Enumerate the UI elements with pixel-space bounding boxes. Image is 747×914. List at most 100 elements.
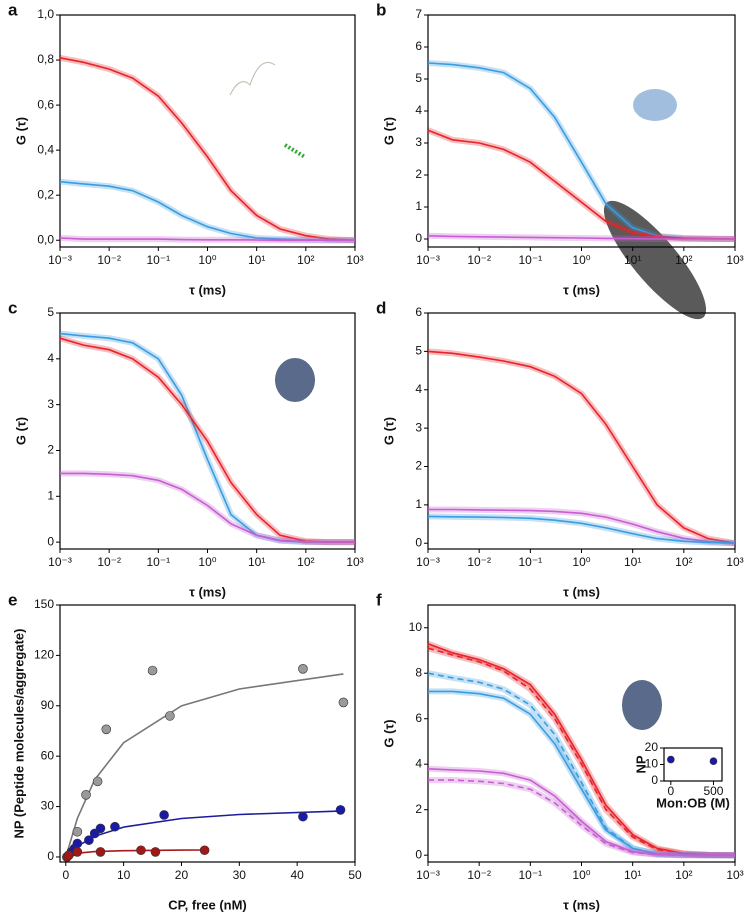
x-axis-label: CP, free (nM) — [168, 897, 247, 912]
x-tick-label: 10⁰ — [572, 555, 590, 569]
correlation-curve — [59, 237, 355, 241]
x-tick-label: 10² — [297, 253, 314, 267]
y-axis-label: G (τ) — [381, 117, 396, 145]
x-axis-label: τ (ms) — [189, 282, 226, 297]
x-axis-label: τ (ms) — [189, 584, 226, 599]
x-axis-label: Mon:OB (M) — [656, 795, 730, 810]
panel: 10⁻³ 10⁻² 10⁻¹ 10⁰ 10¹ 10² 10³ 0 2 4 6 8 10 τ (ms) G (… — [376, 590, 744, 912]
x-tick-label: 10⁻² — [97, 253, 121, 267]
fit-curve — [65, 849, 205, 858]
x-tick-label: 10⁻¹ — [146, 555, 170, 569]
y-tick-label: 1 — [415, 199, 422, 213]
x-axis-label: τ (ms) — [563, 282, 600, 297]
x-axis-label: τ (ms) — [563, 584, 600, 599]
x-tick-label: 10² — [675, 555, 692, 569]
x-tick-label: 10⁰ — [572, 868, 590, 882]
data-point — [72, 826, 83, 837]
correlation-curve — [59, 57, 356, 241]
fit-curve — [65, 673, 344, 858]
inset-molecules — [229, 62, 707, 730]
panel: 10⁻³ 10⁻² 10⁻¹ 10⁰ 10¹ 10² 10³ 0,0 0,2 0,4 0,6 0,8 1… — [8, 0, 364, 297]
panel-letter: f — [376, 590, 382, 609]
y-tick-label: 5 — [47, 305, 54, 319]
y-tick-label: 4 — [415, 756, 422, 770]
y-tick-label: 4 — [47, 351, 54, 365]
y-tick-label: 1 — [415, 497, 422, 511]
panel: 10⁻³ 10⁻² 10⁻¹ 10⁰ 10¹ 10² 10³ 0 1 2 3 4 5 6 7 τ (ms) G … — [376, 0, 744, 297]
x-tick-label: 10⁻¹ — [518, 868, 542, 882]
x-tick-label: 10⁻² — [467, 555, 491, 569]
x-tick-label: 10¹ — [624, 868, 641, 882]
x-tick-label: 10³ — [346, 253, 363, 267]
y-tick-label: 0,0 — [37, 232, 54, 246]
data-point — [72, 838, 83, 849]
data-point — [335, 805, 346, 815]
y-tick-label: 6 — [415, 39, 422, 53]
correlation-curve — [427, 350, 736, 544]
y-tick-label: 0 — [415, 847, 422, 861]
data-point — [95, 847, 106, 857]
y-tick-label: 0 — [47, 534, 54, 548]
correlation-curve — [428, 779, 735, 856]
error-band — [59, 178, 355, 244]
y-tick-label: 30 — [41, 799, 55, 813]
correlation-curve — [427, 647, 736, 856]
x-tick-label: 500 — [703, 784, 723, 798]
data-point — [95, 823, 106, 834]
correlation-curve — [427, 642, 736, 856]
panel: 10⁻³ 10⁻² 10⁻¹ 10⁰ 10¹ 10² 10³ 0 1 2 3 4 5 6 τ (ms) G (… — [376, 298, 744, 599]
data-point — [667, 755, 675, 764]
correlation-curve — [60, 472, 355, 543]
x-tick-label: 10² — [297, 555, 314, 569]
correlation-curve — [427, 672, 735, 856]
data-point — [147, 665, 158, 676]
y-axis-label: NP (Peptide molecules/aggregate) — [11, 629, 26, 839]
x-tick-label: 40 — [290, 868, 304, 882]
y-axis-label: G (τ) — [13, 117, 28, 145]
y-tick-label: 8 — [415, 665, 422, 679]
y-tick-label: 60 — [41, 748, 55, 762]
data-point — [81, 790, 91, 800]
y-tick-label: 0,2 — [37, 187, 54, 201]
x-axis-label: τ (ms) — [563, 897, 600, 912]
x-tick-label: 50 — [348, 868, 362, 882]
y-tick-label: 1,0 — [37, 7, 54, 21]
x-tick-label: 10⁻³ — [416, 555, 440, 569]
data-point — [84, 835, 94, 845]
y-tick-label: 10 — [645, 757, 659, 771]
y-tick-label: 5 — [415, 344, 422, 358]
data-point — [159, 810, 169, 820]
panel-letter: b — [376, 0, 386, 19]
y-tick-label: 3 — [415, 135, 422, 149]
y-tick-label: 5 — [415, 71, 422, 85]
panel-letter: e — [8, 590, 17, 609]
panel-letter: c — [8, 298, 17, 317]
y-tick-label: 3 — [415, 420, 422, 434]
y-tick-label: 4 — [415, 103, 422, 117]
y-tick-label: 0,6 — [37, 97, 54, 111]
x-tick-label: 10¹ — [624, 253, 641, 267]
x-tick-label: 10⁻³ — [416, 868, 440, 882]
plot-frame — [59, 604, 356, 863]
x-tick-label: 10⁻³ — [416, 253, 440, 267]
correlation-curve — [427, 62, 736, 240]
data-point — [150, 847, 161, 857]
y-tick-label: 0 — [651, 773, 658, 787]
x-tick-label: 10³ — [726, 253, 743, 267]
x-tick-label: 10 — [117, 868, 131, 882]
x-tick-label: 10³ — [726, 555, 743, 569]
y-axis-label: G (τ) — [381, 719, 396, 747]
x-tick-label: 10⁻³ — [48, 555, 72, 569]
correlation-curve — [59, 180, 355, 241]
y-tick-label: 2 — [415, 167, 422, 181]
x-tick-label: 10⁰ — [572, 253, 590, 267]
data-point — [110, 821, 120, 832]
x-tick-label: 10² — [675, 868, 692, 882]
x-tick-label: 0 — [62, 868, 69, 882]
plot-frame — [59, 14, 356, 248]
y-tick-label: 7 — [415, 7, 422, 21]
panel-letter: a — [8, 0, 18, 19]
data-point — [298, 664, 308, 674]
panel: 0 500 0 10 20 Mon:OB (M) NP — [633, 740, 729, 810]
x-tick-label: 10¹ — [248, 555, 265, 569]
